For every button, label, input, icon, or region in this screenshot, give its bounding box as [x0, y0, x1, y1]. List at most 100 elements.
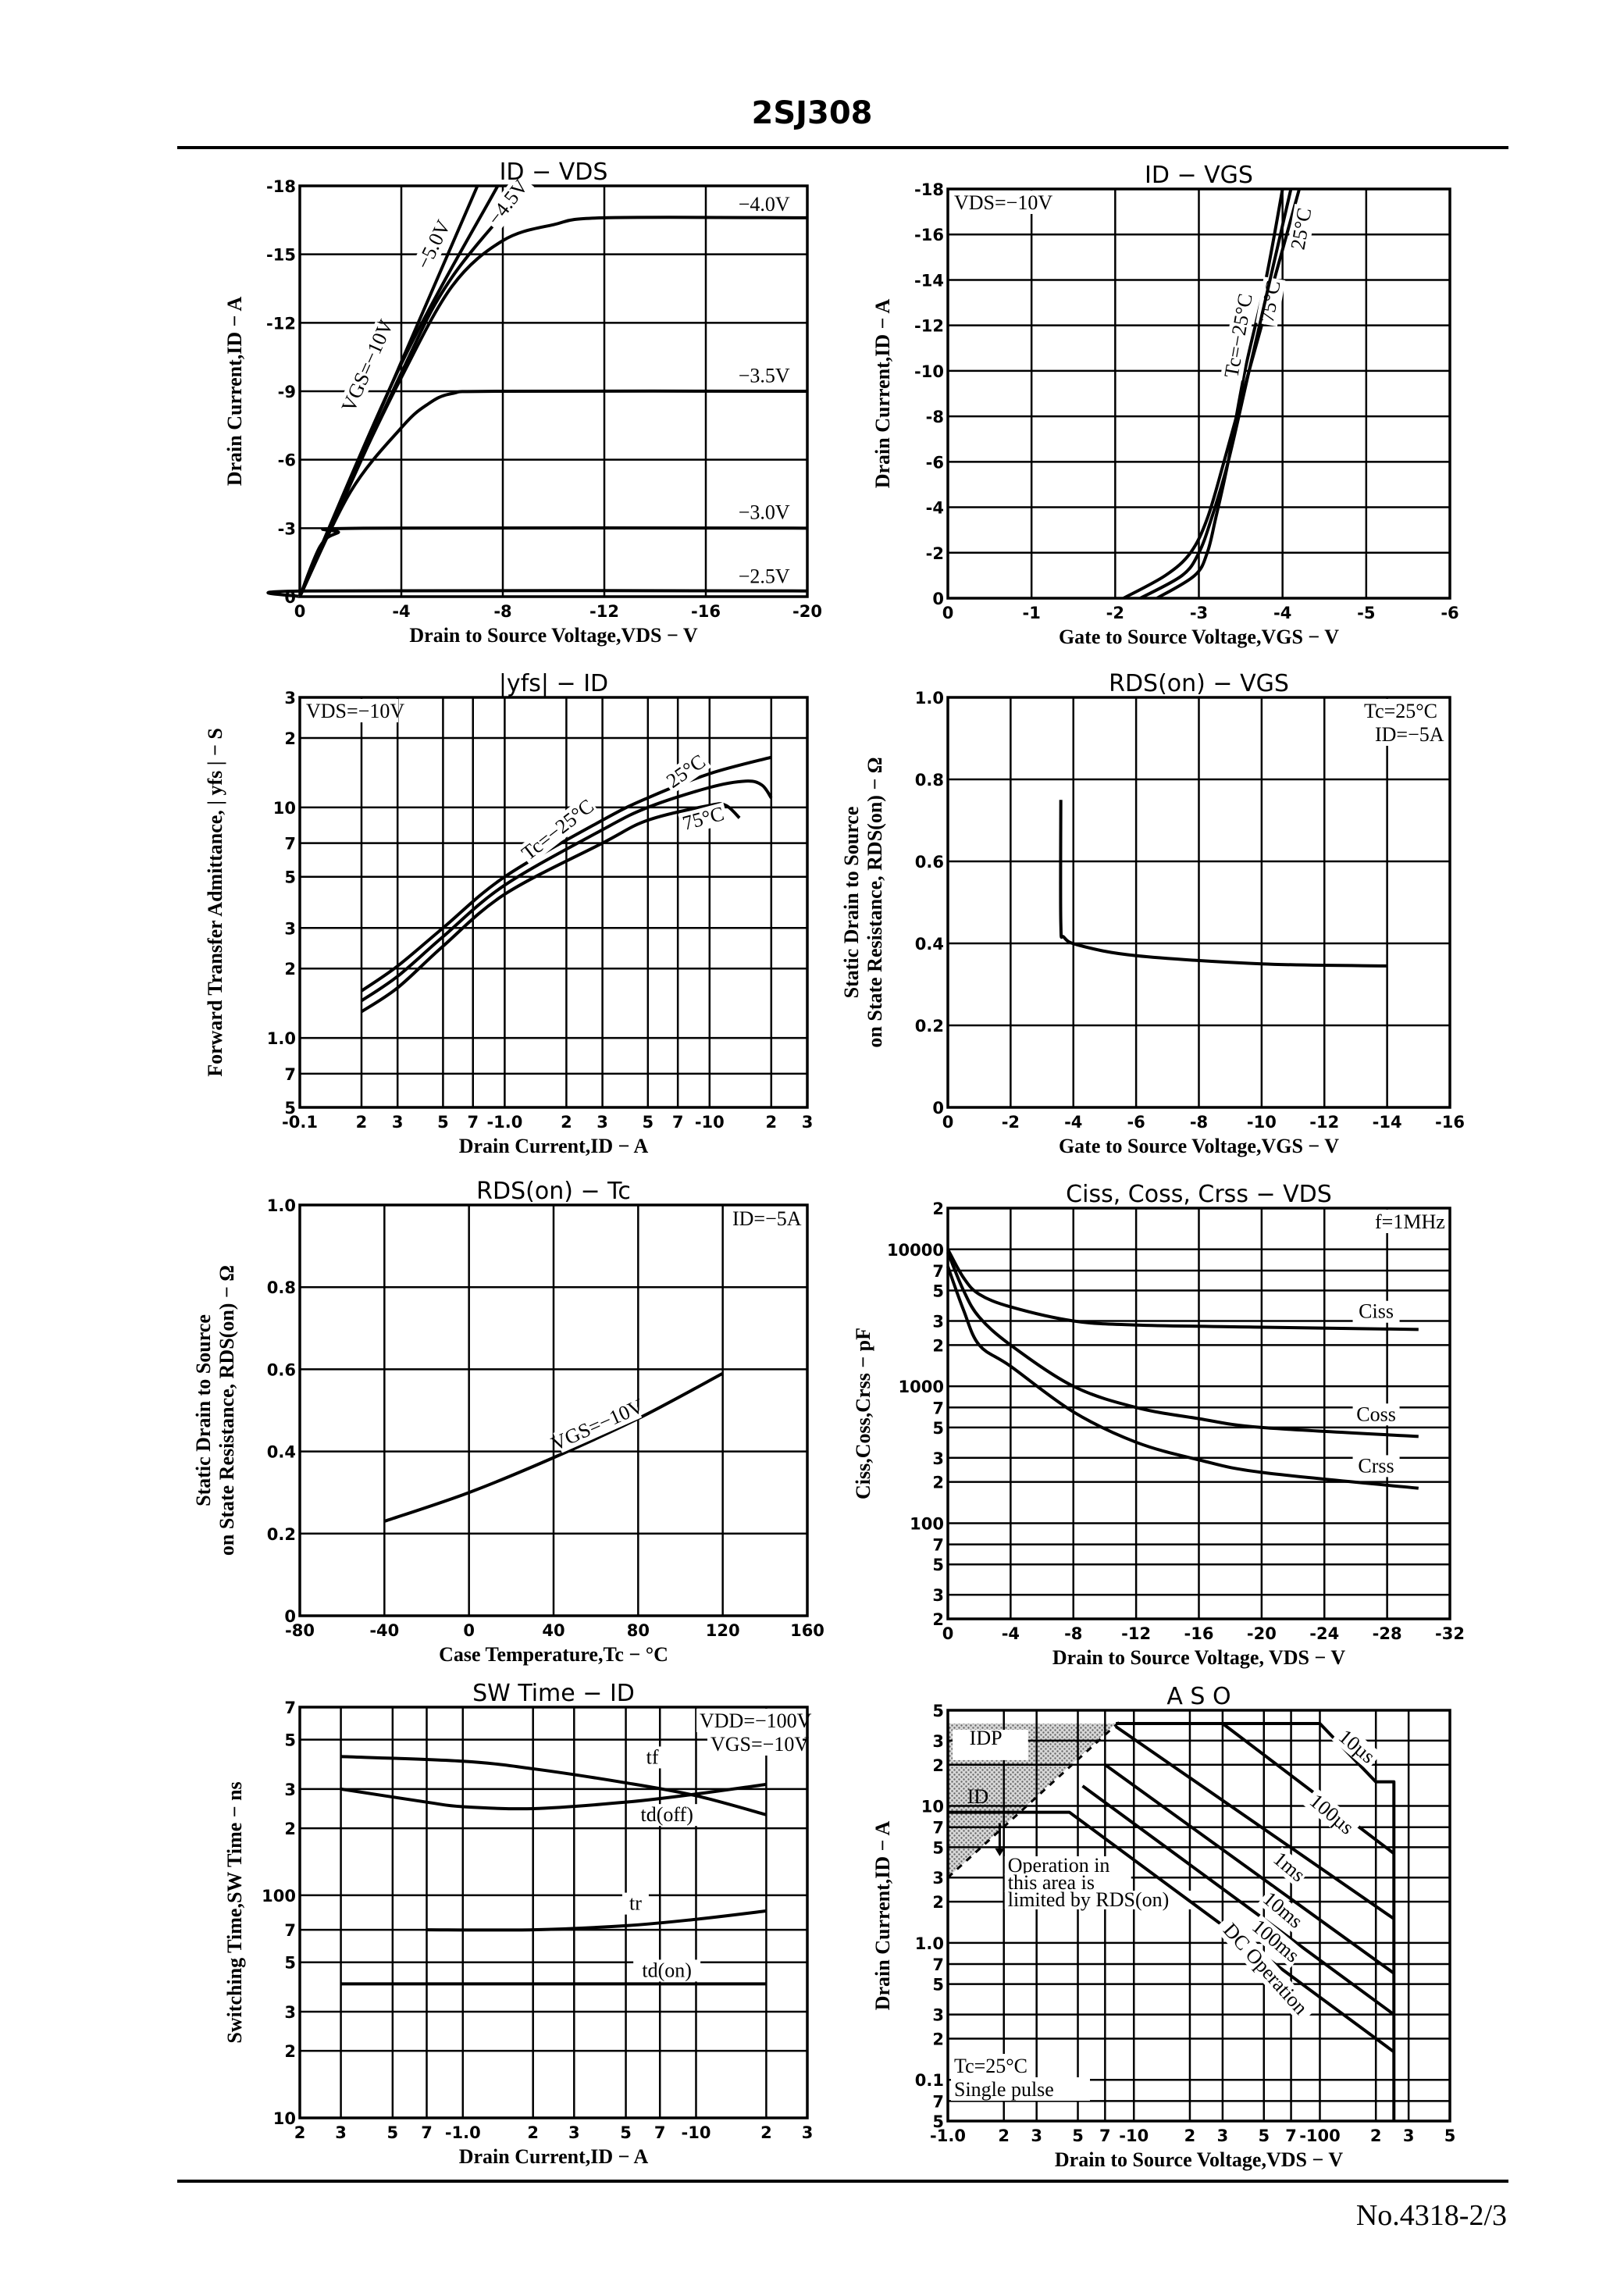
note-bg — [951, 2077, 1090, 2101]
x-tick-label: -12 — [589, 602, 619, 621]
y-tick-label: 2 — [932, 2030, 944, 2048]
series-label-bg — [639, 1746, 666, 1769]
y-tick-label: 10 — [273, 799, 296, 818]
x-tick-label: -8 — [1064, 1624, 1082, 1643]
y-tick-label: -15 — [266, 246, 296, 265]
x-tick-label: 2 — [998, 2126, 1010, 2145]
note-bg — [1361, 699, 1445, 722]
plot-frame — [298, 1203, 809, 1617]
series-label-bg — [678, 802, 729, 836]
y-axis-title: Ciss,Coss,Crss − pF — [852, 1328, 874, 1499]
x-tick-label: -0.1 — [282, 1113, 318, 1132]
x-tick-label: -80 — [285, 1621, 315, 1640]
y-tick-label: 0.4 — [915, 935, 944, 954]
series-line-5 — [298, 526, 808, 597]
x-tick-label: -24 — [1309, 1624, 1339, 1643]
y-tick-label: 7 — [932, 1399, 944, 1417]
series-label: Crss — [1358, 1454, 1394, 1477]
series-label-group: VGS=−10V — [548, 1395, 647, 1456]
series-label-bg — [482, 173, 535, 232]
x-tick-label: 3 — [802, 2123, 814, 2142]
plot-frame — [298, 696, 809, 1109]
note-bg — [1372, 1210, 1445, 1233]
series-label: VGS=−10V — [548, 1395, 647, 1456]
series-label-bg — [1302, 1788, 1361, 1841]
y-tick-label: -10 — [914, 362, 944, 381]
note-bg — [696, 1709, 803, 1732]
rds-limit-note: limited by RDS(on) — [1008, 1888, 1170, 1911]
top-rule — [177, 146, 1508, 149]
series-label-group: −5.0V — [411, 214, 457, 276]
series-line-2 — [946, 1266, 1419, 1490]
y-tick-label: 2 — [932, 1200, 944, 1218]
x-tick-label: 5 — [1072, 2126, 1084, 2145]
series-label-bg — [735, 501, 793, 524]
y-tick-label: 0.2 — [267, 1525, 296, 1544]
x-tick-label: 3 — [597, 1113, 608, 1132]
x-tick-label: 5 — [642, 1113, 654, 1132]
x-tick-label: -4 — [1064, 1113, 1082, 1132]
part-number-heading: 2SJ308 — [751, 95, 873, 131]
series-label: td(off) — [640, 1803, 693, 1826]
plot-frame — [946, 696, 1451, 1109]
note-bg — [951, 191, 1046, 214]
series-label-group: 25°C — [661, 749, 712, 794]
y-tick-label: 1.0 — [267, 1196, 296, 1215]
y-tick-label: 3 — [932, 1449, 944, 1468]
x-tick-label: 5 — [620, 2123, 632, 2142]
series-label-bg — [1352, 1455, 1400, 1478]
document-number: No.4318-2/3 — [1355, 2199, 1507, 2232]
y-tick-label: 3 — [932, 1732, 944, 1751]
series-label: Coss — [1356, 1403, 1396, 1425]
series-line-1 — [946, 1251, 1419, 1438]
x-tick-label: -16 — [1435, 1113, 1465, 1132]
series-line-4 — [298, 389, 808, 597]
y-tick-label: 2 — [932, 1756, 944, 1775]
y-tick-label: -6 — [926, 453, 944, 472]
chart-5: -80 -40 0 40 80 120 160 0 0.2 0.4 0.6 0.8 1.0 VGS=−10… — [192, 1178, 824, 1666]
y-tick-label: 2 — [284, 1820, 296, 1838]
y-tick-label: -18 — [266, 177, 296, 196]
note-bg — [303, 699, 398, 722]
y-tick-label: 100 — [262, 1887, 296, 1905]
series-line-2 — [1139, 188, 1293, 600]
series-label-group: td(off) — [628, 1803, 706, 1827]
series-line-3 — [298, 216, 808, 597]
y-tick-label: 7 — [932, 1955, 944, 1974]
series-line-0 — [383, 1371, 724, 1523]
series-label-group: 100µs — [1302, 1788, 1361, 1841]
x-axis-title: Gate to Source Voltage,VGS − V — [1059, 626, 1339, 648]
x-tick-label: -12 — [1121, 1624, 1151, 1643]
series-label-group: td(on) — [633, 1959, 701, 1982]
x-tick-label: 5 — [1444, 2126, 1456, 2145]
x-tick-label: 7 — [672, 1113, 684, 1132]
rds-limit-line — [946, 1720, 1122, 1879]
chart-8: -1.0 2 3 5 7 -10 2 3 5 7 -100 2 3 5570.123571.0235710… — [871, 1683, 1455, 2171]
series-label: tf — [646, 1745, 659, 1768]
y-tick-label: 100 — [910, 1514, 944, 1533]
series-label-bg — [1214, 1914, 1316, 2024]
y-tick-label: 3 — [932, 1312, 944, 1331]
series-label-bg — [516, 794, 600, 866]
series-line-0 — [1116, 1721, 1396, 2121]
y-tick-label: -9 — [278, 383, 296, 401]
x-tick-label: -28 — [1373, 1624, 1402, 1643]
series-label: −5.0V — [412, 216, 455, 273]
idp-label-bg — [953, 1729, 1028, 1760]
plot-frame — [298, 1706, 809, 2119]
series-label: −4.0V — [739, 193, 790, 216]
series-label-bg — [1246, 1914, 1305, 1968]
y-axis-title: on State Resistance, RDS(on) − Ω — [864, 757, 886, 1047]
y-tick-label: -2 — [926, 544, 944, 563]
series-label-bg — [340, 321, 396, 411]
series-label-bg — [1331, 1723, 1382, 1770]
x-tick-label: -16 — [691, 602, 721, 621]
y-tick-label: 10 — [273, 2109, 296, 2128]
series-line-1 — [360, 779, 773, 1003]
y-tick-label: 3 — [932, 2006, 944, 2025]
y-tick-label: -8 — [926, 408, 944, 426]
plot-frame — [946, 187, 1451, 600]
series-label-bg — [1268, 1847, 1311, 1888]
series-label-group: −3.0V — [735, 501, 793, 524]
y-tick-label: 0 — [284, 1607, 296, 1626]
